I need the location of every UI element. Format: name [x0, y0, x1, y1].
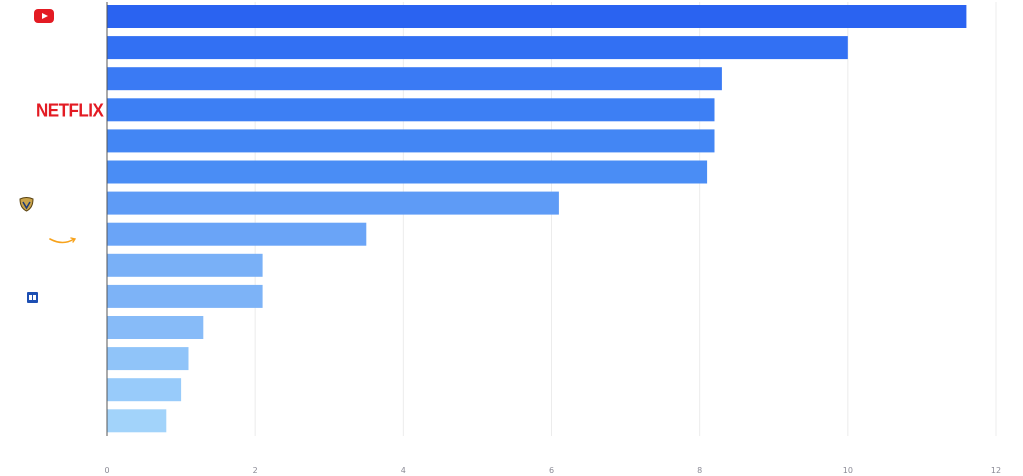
bars: [107, 5, 967, 433]
warner-bros-icon: [19, 197, 34, 212]
bar: [107, 378, 182, 402]
bar: [107, 98, 715, 122]
bar: [107, 253, 263, 277]
x-tick-label: 4: [401, 466, 406, 475]
bar: [107, 129, 715, 153]
box-icon: [27, 292, 38, 303]
x-axis-tick-labels: 0 2 4 6 8 10 12: [104, 466, 1001, 475]
x-tick-label: 10: [843, 466, 853, 475]
x-tick-label: 2: [253, 466, 258, 475]
bar: [107, 222, 367, 246]
bar: [107, 284, 263, 308]
bar: [107, 347, 189, 371]
bar: [107, 67, 722, 91]
youtube-icon: [34, 9, 54, 23]
grid-lines: [254, 2, 997, 436]
bar: [107, 316, 204, 339]
amazon-icon: [49, 237, 77, 244]
bar: [107, 409, 167, 433]
bar: [107, 191, 559, 215]
x-tick-label: 0: [104, 466, 109, 475]
bar: [107, 36, 848, 60]
x-tick-label: 6: [549, 466, 554, 475]
bar: [107, 5, 967, 28]
netflix-icon: NETFLIX: [36, 100, 104, 121]
bar: [107, 160, 708, 184]
x-tick-label: 8: [697, 466, 702, 475]
x-tick-label: 12: [991, 466, 1001, 475]
